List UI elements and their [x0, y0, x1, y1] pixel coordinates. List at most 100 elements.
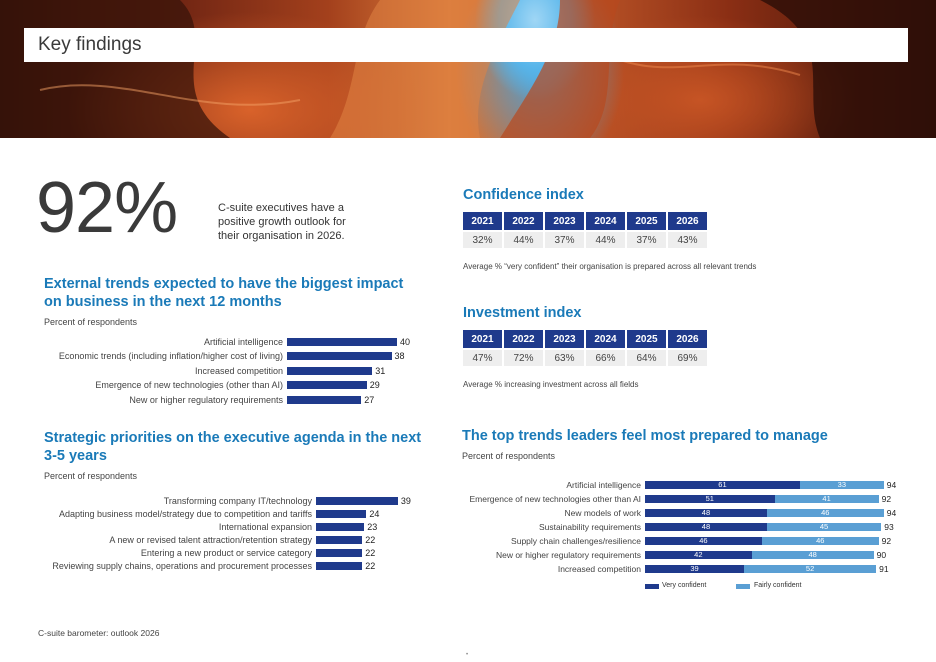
top-trend-total: 92 — [881, 494, 892, 504]
external-trend-label: Increased competition — [194, 365, 283, 376]
strategic-priorities-title: Strategic priorities on the executive ag… — [44, 430, 422, 464]
strategic-priority-value: 22 — [365, 535, 376, 545]
strategic-priority-bar — [316, 536, 363, 544]
strategic-priority-label: A new or revised talent attraction/reten… — [109, 535, 312, 545]
confidence-index-value: 44% — [586, 232, 625, 248]
very-confident-bar: 42 — [645, 551, 752, 559]
top-trend-label: Increased competition — [557, 564, 641, 574]
external-trend-bar — [287, 338, 397, 346]
external-trend-bar — [287, 381, 367, 390]
external-trend-value: 40 — [400, 337, 411, 347]
legend-swatch-very-confident — [645, 584, 659, 589]
confidence-index-year: 2025 — [627, 212, 666, 230]
fairly-confident-bar: 45 — [766, 523, 882, 531]
fairly-confident-bar: 48 — [751, 551, 874, 559]
top-trend-total: 92 — [881, 536, 892, 546]
legend-label-fairly-confident: Fairly confident — [754, 582, 802, 589]
strategic-priority-bar — [316, 549, 363, 557]
legend-label-very-confident: Very confident — [662, 582, 707, 589]
confidence-index-year: 2022 — [504, 212, 543, 230]
investment-index-note: Average % increasing investment across a… — [463, 380, 639, 389]
legend-swatch-fairly-confident — [736, 584, 750, 589]
external-trends-title: External trends expected to have the big… — [44, 276, 404, 310]
fairly-confident-bar: 46 — [766, 509, 884, 517]
strategic-priority-label: Entering a new product or service catego… — [140, 548, 312, 558]
strategic-priority-label: Reviewing supply chains, operations and … — [52, 561, 312, 571]
top-trend-total: 90 — [876, 550, 887, 560]
top-trend-label: Artificial intelligence — [566, 480, 641, 490]
external-trend-bar — [287, 395, 362, 404]
hero-canyon-shapes — [0, 0, 936, 138]
investment-index-value: 47% — [463, 350, 502, 366]
confidence-index-year: 2024 — [586, 212, 625, 230]
confidence-index-value: 37% — [545, 232, 584, 248]
top-trend-label: New or higher regulatory requirements — [495, 550, 641, 560]
headline-description: C-suite executives have a positive growt… — [218, 202, 346, 242]
confidence-index-year: 2026 — [668, 212, 707, 230]
investment-index-title: Investment index — [463, 305, 582, 321]
external-trend-value: 38 — [394, 351, 405, 362]
top-trends-subtitle: Percent of respondents — [462, 451, 556, 461]
top-trends-title: The top trends leaders feel most prepare… — [462, 428, 828, 444]
strategic-priority-bar — [316, 510, 367, 518]
very-confident-bar: 48 — [645, 509, 767, 517]
external-trend-value: 29 — [369, 380, 380, 391]
hero-canyon-image — [0, 0, 936, 138]
strategic-priority-label: International expansion — [218, 522, 312, 532]
strategic-priority-label: Adapting business model/strategy due to … — [59, 509, 312, 519]
fairly-confident-bar: 33 — [799, 481, 884, 489]
strategic-priority-value: 24 — [369, 509, 380, 519]
headline-percentage: 92% — [36, 168, 178, 248]
investment-index-year: 2021 — [463, 330, 502, 348]
top-trend-total: 93 — [884, 522, 894, 532]
strategic-priority-value: 22 — [365, 561, 376, 571]
investment-index-year: 2022 — [504, 330, 543, 348]
strategic-priorities-subtitle: Percent of respondents — [44, 471, 138, 481]
strategic-priority-bar — [316, 523, 365, 531]
external-trend-value: 31 — [375, 365, 386, 376]
top-trend-total: 94 — [886, 508, 897, 518]
strategic-priority-label: Transforming company IT/technology — [163, 496, 312, 506]
investment-index-value: 63% — [545, 350, 584, 366]
investment-index-value: 69% — [668, 350, 707, 366]
confidence-index-value: 32% — [463, 232, 502, 248]
page-title: Key findings — [38, 34, 142, 55]
confidence-index-table: 2021 2022 2023 2024 2025 2026 32% 44% 37% 44% 37%… — [461, 210, 709, 250]
investment-index-value: 72% — [504, 350, 543, 366]
top-trend-label: Emergence of new technologies other than… — [469, 494, 641, 504]
external-trend-bar — [287, 366, 373, 375]
investment-index-year: 2025 — [627, 330, 666, 348]
top-trend-label: New models of work — [564, 508, 641, 518]
investment-index-table: 2021 2022 2023 2024 2025 2026 47% 72% 63% 66% 64%… — [461, 328, 709, 368]
very-confident-bar: 39 — [645, 565, 745, 573]
investment-index-year: 2023 — [545, 330, 584, 348]
very-confident-bar: 61 — [645, 481, 800, 489]
external-trends-subtitle: Percent of respondents — [44, 317, 138, 327]
strategic-priority-value: 39 — [400, 496, 411, 506]
title-bar: Key findings — [24, 28, 908, 62]
strategic-priority-bar — [316, 497, 398, 505]
external-trend-label: Emergence of new technologies (other tha… — [95, 380, 283, 391]
investment-index-year: 2024 — [586, 330, 625, 348]
very-confident-bar: 48 — [645, 523, 767, 531]
confidence-index-year: 2021 — [463, 212, 502, 230]
fairly-confident-bar: 46 — [761, 537, 879, 545]
fairly-confident-bar: 41 — [774, 495, 879, 503]
confidence-index-year: 2023 — [545, 212, 584, 230]
confidence-index-value: 43% — [668, 232, 707, 248]
confidence-index-note: Average % “very confident” their organis… — [463, 262, 757, 271]
strategic-priority-bar — [316, 562, 363, 570]
fairly-confident-bar: 52 — [744, 565, 877, 573]
investment-index-value: 64% — [627, 350, 666, 366]
very-confident-bar: 51 — [645, 495, 775, 503]
top-trend-label: Sustainability requirements — [538, 522, 641, 532]
external-trend-label: Artificial intelligence — [203, 337, 283, 347]
top-trend-label: Supply chain challenges/resilience — [511, 536, 641, 546]
investment-index-value: 66% — [586, 350, 625, 366]
top-trend-total: 94 — [886, 480, 897, 490]
strategic-priority-value: 22 — [365, 548, 376, 558]
confidence-index-value: 37% — [627, 232, 666, 248]
external-trend-bar — [287, 352, 392, 361]
external-trend-label: New or higher regulatory requirements — [129, 394, 283, 405]
strategic-priority-value: 23 — [367, 522, 378, 532]
